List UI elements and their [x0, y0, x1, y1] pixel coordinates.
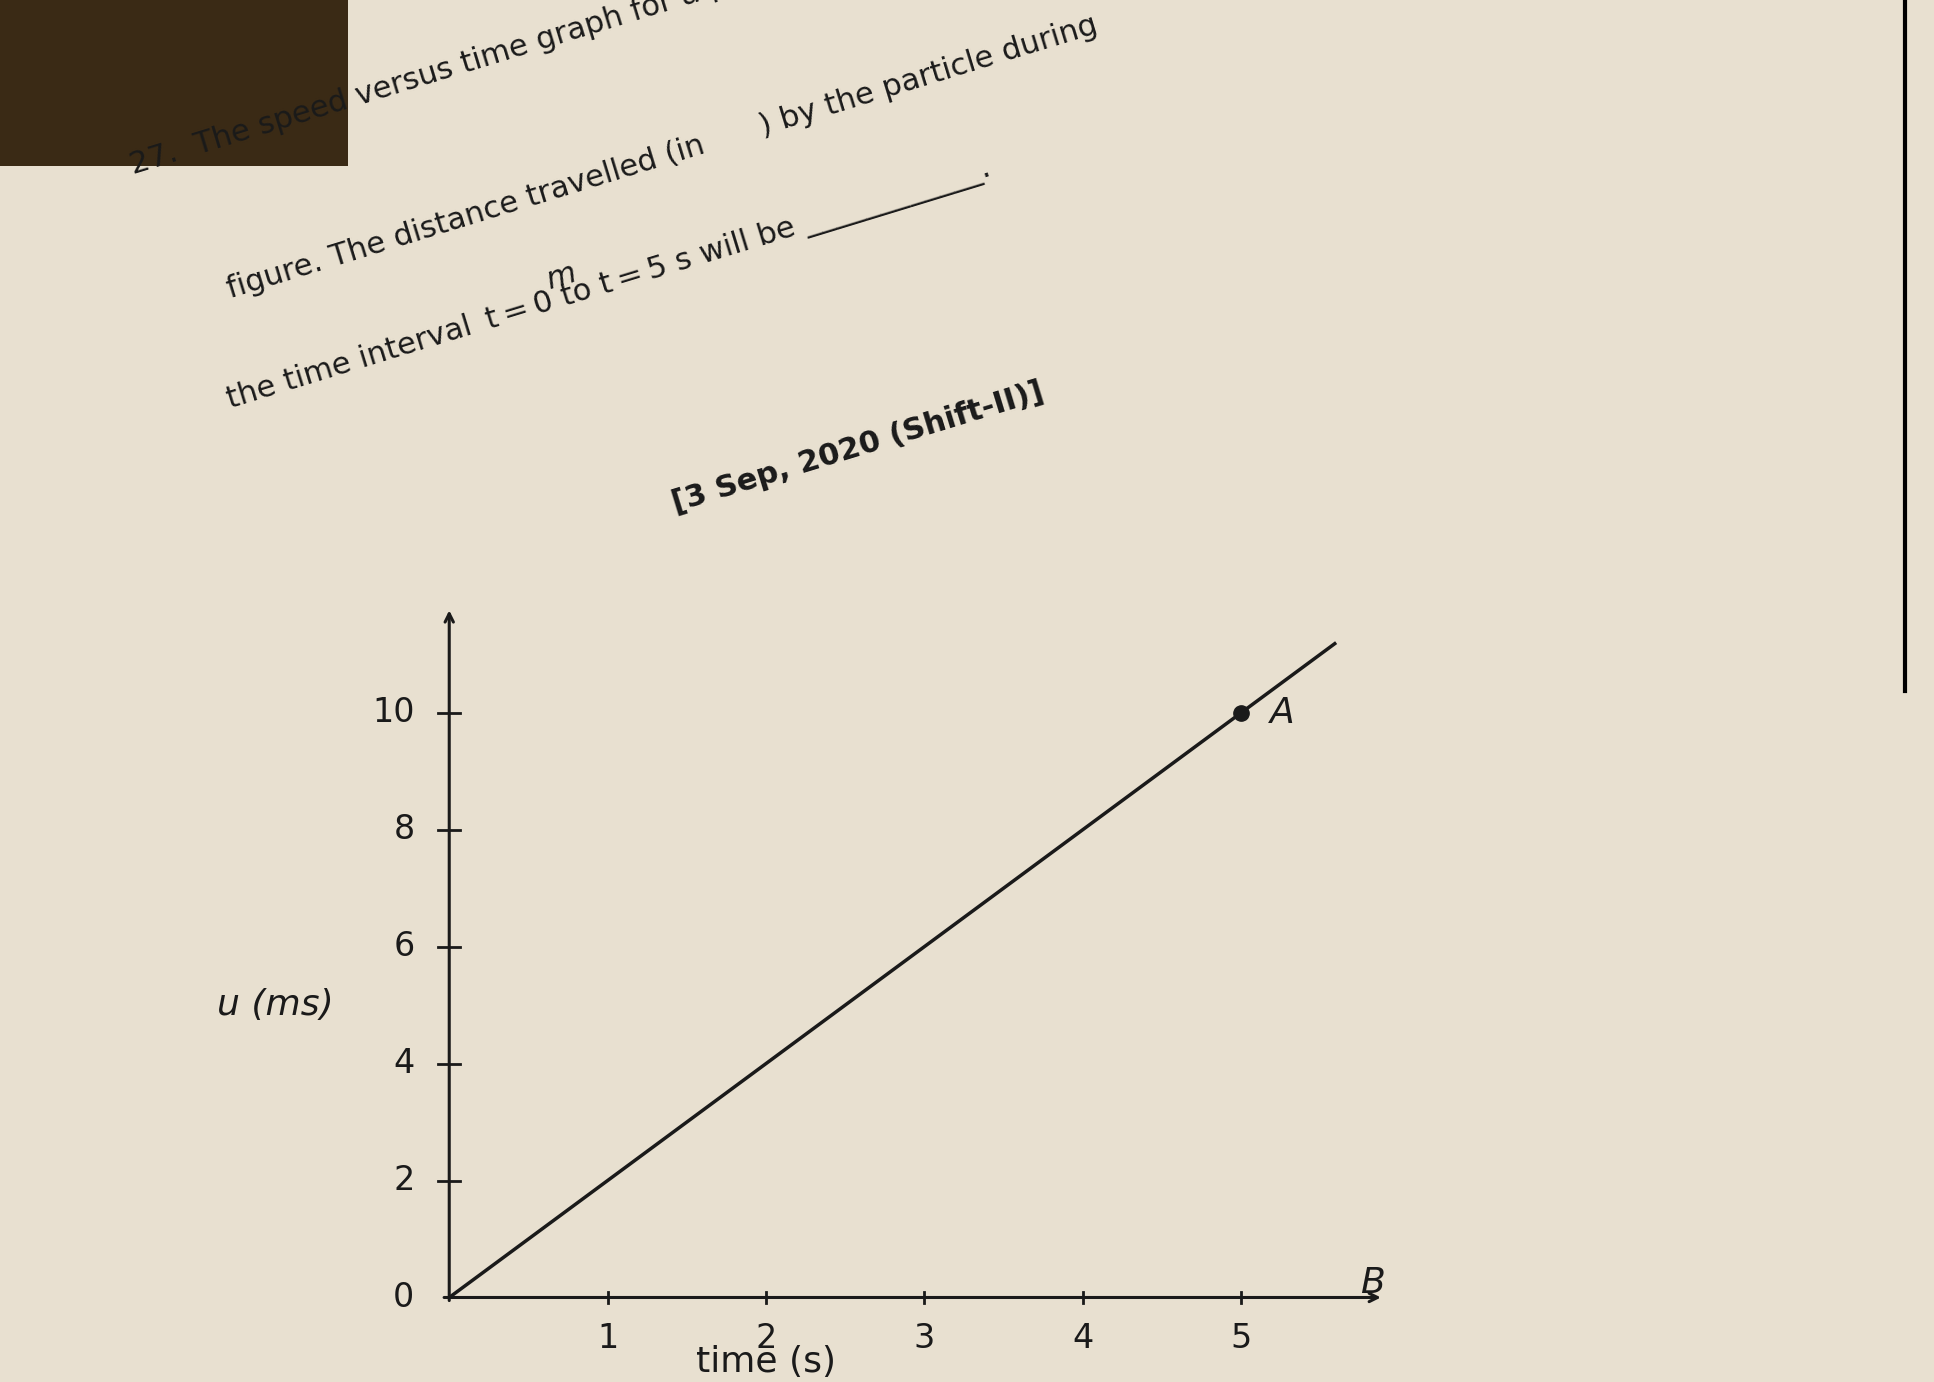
Text: u (ms): u (ms)	[217, 988, 333, 1023]
Text: 5: 5	[1230, 1323, 1251, 1354]
Text: [3 Sep, 2020 (Shift-II)]: [3 Sep, 2020 (Shift-II)]	[669, 377, 1046, 518]
Text: 8: 8	[393, 813, 414, 846]
Text: 4: 4	[393, 1048, 414, 1081]
Text: 27.  The speed versus time graph for a particle is shown in the: 27. The speed versus time graph for a pa…	[128, 0, 1052, 180]
Text: 4: 4	[1071, 1323, 1093, 1354]
Text: 1: 1	[598, 1323, 619, 1354]
Text: 0: 0	[393, 1281, 414, 1314]
Text: time (s): time (s)	[696, 1345, 835, 1379]
Text: m: m	[543, 258, 580, 294]
Text: 2: 2	[756, 1323, 777, 1354]
Text: 2: 2	[393, 1164, 414, 1197]
Text: 6: 6	[393, 930, 414, 963]
Text: the time interval  t = 0 to t = 5 s will be ____________.: the time interval t = 0 to t = 5 s will …	[222, 153, 994, 415]
Text: A: A	[1269, 695, 1294, 730]
Text: figure. The distance travelled (in         ) by the particle during: figure. The distance travelled (in ) by …	[224, 11, 1100, 304]
Text: B: B	[1360, 1266, 1385, 1300]
Text: 10: 10	[371, 697, 414, 730]
Text: 3: 3	[913, 1323, 934, 1354]
